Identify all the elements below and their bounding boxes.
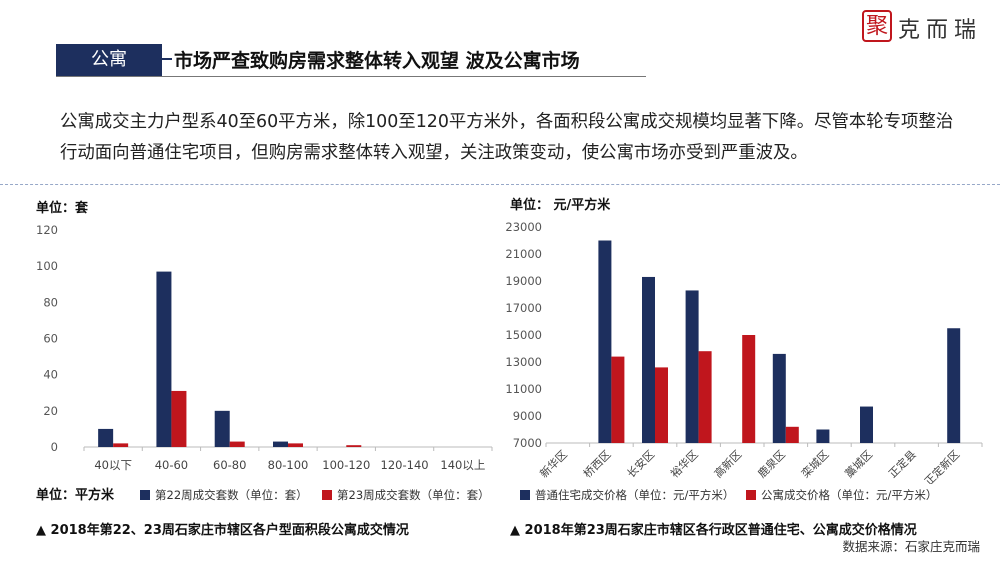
left-y-tick: 120 (36, 223, 58, 237)
right-y-tick: 17000 (505, 301, 542, 315)
left-chart-area-unit: 单位：平方米 (36, 488, 115, 503)
right-chart-caption: ▲ 2018年第23周石家庄市辖区各行政区普通住宅、公寓成交价格情况 (510, 523, 917, 538)
right-bar-series-1 (598, 240, 612, 443)
right-y-tick: 15000 (505, 328, 542, 342)
right-y-tick: 19000 (505, 274, 542, 288)
right-legend-series-1: 普通住宅成交价格（单位：元/平方米） (520, 487, 734, 503)
left-x-tick-label: 120-140 (381, 458, 429, 472)
right-bar-series-1 (947, 328, 961, 443)
right-y-tick: 23000 (505, 220, 542, 234)
right-x-tick-label: 正定县 (885, 447, 918, 480)
right-x-tick-label: 长安区 (624, 447, 657, 480)
data-source: 数据来源：石家庄克而瑞 (842, 539, 980, 554)
right-x-tick-label: 桥西区 (581, 448, 614, 481)
left-chart-unit: 单位：套 (36, 201, 89, 216)
right-bar-series-1 (685, 290, 699, 443)
header-tag: 公寓 (91, 49, 127, 70)
header-underline (56, 76, 646, 77)
right-x-tick-label: 高新区 (711, 447, 744, 480)
left-x-tick-label: 100-120 (322, 458, 370, 472)
left-y-tick: 80 (43, 295, 58, 309)
left-legend-series-2: 第23周成交套数（单位：套） (322, 487, 490, 503)
right-bar-series-2 (785, 426, 799, 443)
right-y-tick: 21000 (505, 247, 542, 261)
right-x-tick-label: 栾城区 (798, 447, 831, 480)
right-bar-series-1 (816, 429, 830, 443)
header-tag-band (56, 44, 162, 76)
left-bar-series-1 (98, 428, 114, 447)
right-bar-series-1 (772, 353, 786, 443)
left-y-tick: 60 (43, 332, 58, 346)
left-legend-series-2-label: 第23周成交套数（单位：套） (337, 488, 490, 502)
right-bar-series-2 (742, 335, 756, 443)
right-x-tick-label: 藁城区 (843, 448, 876, 481)
right-bar-series-2 (611, 356, 625, 443)
legend-swatch-red (322, 490, 332, 500)
left-bar-series-2 (113, 443, 129, 447)
right-x-tick-label: 裕华区 (667, 447, 700, 480)
left-y-tick: 100 (36, 259, 58, 273)
right-legend-series-2-label: 公寓成交价格（单位：元/平方米） (761, 488, 938, 502)
right-y-tick: 11000 (505, 382, 542, 396)
legend-swatch-navy (140, 490, 150, 500)
header-connector (162, 58, 172, 60)
right-chart-unit: 单位： 元/平方米 (510, 198, 611, 213)
left-bar-series-1 (214, 410, 230, 447)
left-x-tick-label: 60-80 (213, 458, 246, 472)
left-x-tick-label: 40以下 (94, 458, 132, 472)
section-separator (0, 184, 1000, 185)
right-bar-chart: 7000 9000 11000 13000 15000 17000 19000 21000 23… (505, 220, 983, 484)
right-y-tick: 7000 (513, 436, 542, 450)
left-bar-series-2 (346, 445, 362, 447)
left-bar-series-1 (156, 271, 172, 447)
brand-logo-text: 克而瑞 (898, 18, 983, 43)
left-bar-series-1 (273, 441, 288, 447)
brand-logo-mark: 聚 (862, 10, 892, 42)
left-y-tick: 20 (43, 404, 58, 418)
right-legend-series-1-label: 普通住宅成交价格（单位：元/平方米） (535, 488, 735, 502)
summary-paragraph: 公寓成交主力户型系40至60平方米，除100至120平方米外，各面积段公寓成交规… (60, 112, 954, 163)
right-bar-series-2 (698, 351, 712, 443)
left-bar-chart: 0 20 40 60 80 100 120 40以下 40-60 60-80 80-100 100-1… (36, 223, 493, 472)
right-x-tick-label: 鹿泉区 (755, 447, 788, 480)
legend-swatch-red (746, 490, 756, 500)
right-x-tick-label: 正定新区 (921, 447, 962, 484)
legend-swatch-navy (520, 490, 530, 500)
right-bar-series-2 (655, 367, 668, 443)
left-x-tick-label: 80-100 (268, 458, 309, 472)
page-title: 市场严查致购房需求整体转入观望 波及公寓市场 (174, 50, 580, 72)
left-legend-series-1-label: 第22周成交套数（单位：套） (155, 488, 308, 502)
left-bar-series-2 (171, 390, 187, 447)
left-y-tick: 0 (51, 440, 58, 454)
left-bar-series-2 (288, 443, 303, 447)
right-y-tick: 9000 (513, 409, 542, 423)
left-bar-series-2 (229, 441, 245, 447)
right-y-tick: 13000 (505, 355, 542, 369)
right-x-tick-label: 新华区 (537, 447, 570, 480)
left-x-tick-label: 40-60 (155, 458, 188, 472)
left-legend-series-1: 第22周成交套数（单位：套） (140, 487, 308, 503)
right-bar-series-1 (860, 406, 873, 443)
left-x-tick-label: 140以上 (440, 458, 485, 472)
left-chart-caption: ▲ 2018年第22、23周石家庄市辖区各户型面积段公寓成交情况 (36, 523, 409, 538)
left-y-tick: 40 (43, 368, 58, 382)
right-legend-series-2: 公寓成交价格（单位：元/平方米） (746, 487, 937, 503)
right-bar-series-1 (642, 276, 655, 443)
